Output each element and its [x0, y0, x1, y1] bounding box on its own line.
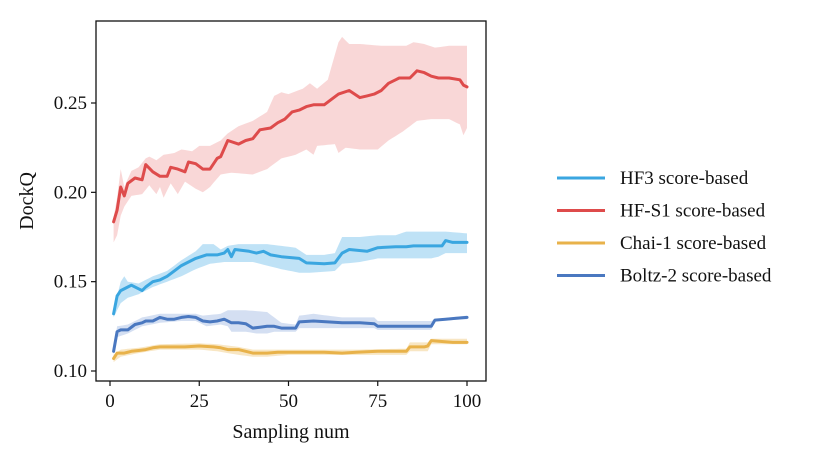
plot-frame: [95, 20, 487, 382]
x-axis: 0 25 50 75 100: [105, 381, 481, 412]
legend-label-2: HF-S1 score-based: [620, 201, 766, 222]
x-tick-label: 25: [190, 391, 209, 412]
confidence-band-3: [113, 338, 467, 363]
legend-label-1: HF3 score-based: [620, 168, 749, 189]
y-tick-label: 0.25: [54, 93, 87, 114]
legend-label-4: Boltz-2 score-based: [620, 266, 772, 287]
y-axis: 0.10 0.15 0.20 0.25: [54, 93, 96, 382]
y-tick-label: 0.15: [54, 272, 87, 293]
confidence-band-2: [113, 36, 467, 243]
series-line-3: [112, 339, 469, 360]
y-axis-title: DockQ: [16, 172, 38, 230]
series-line-4: [112, 315, 469, 353]
legend-label-3: Chai-1 score-based: [620, 233, 767, 254]
y-tick-label: 0.20: [54, 182, 87, 203]
series-line-2: [112, 69, 469, 224]
series-lines: [112, 69, 469, 360]
confidence-bands: [113, 36, 467, 363]
x-tick-label: 0: [105, 391, 115, 412]
x-tick-label: 75: [368, 391, 387, 412]
x-tick-label: 50: [279, 391, 298, 412]
legend: HF3 score-based HF-S1 score-based Chai-1 s…: [557, 168, 772, 287]
series-line-1: [112, 239, 469, 316]
x-axis-title: Sampling num: [232, 421, 350, 443]
confidence-band-1: [113, 231, 467, 318]
x-tick-label: 100: [453, 391, 482, 412]
y-tick-label: 0.10: [54, 361, 87, 382]
